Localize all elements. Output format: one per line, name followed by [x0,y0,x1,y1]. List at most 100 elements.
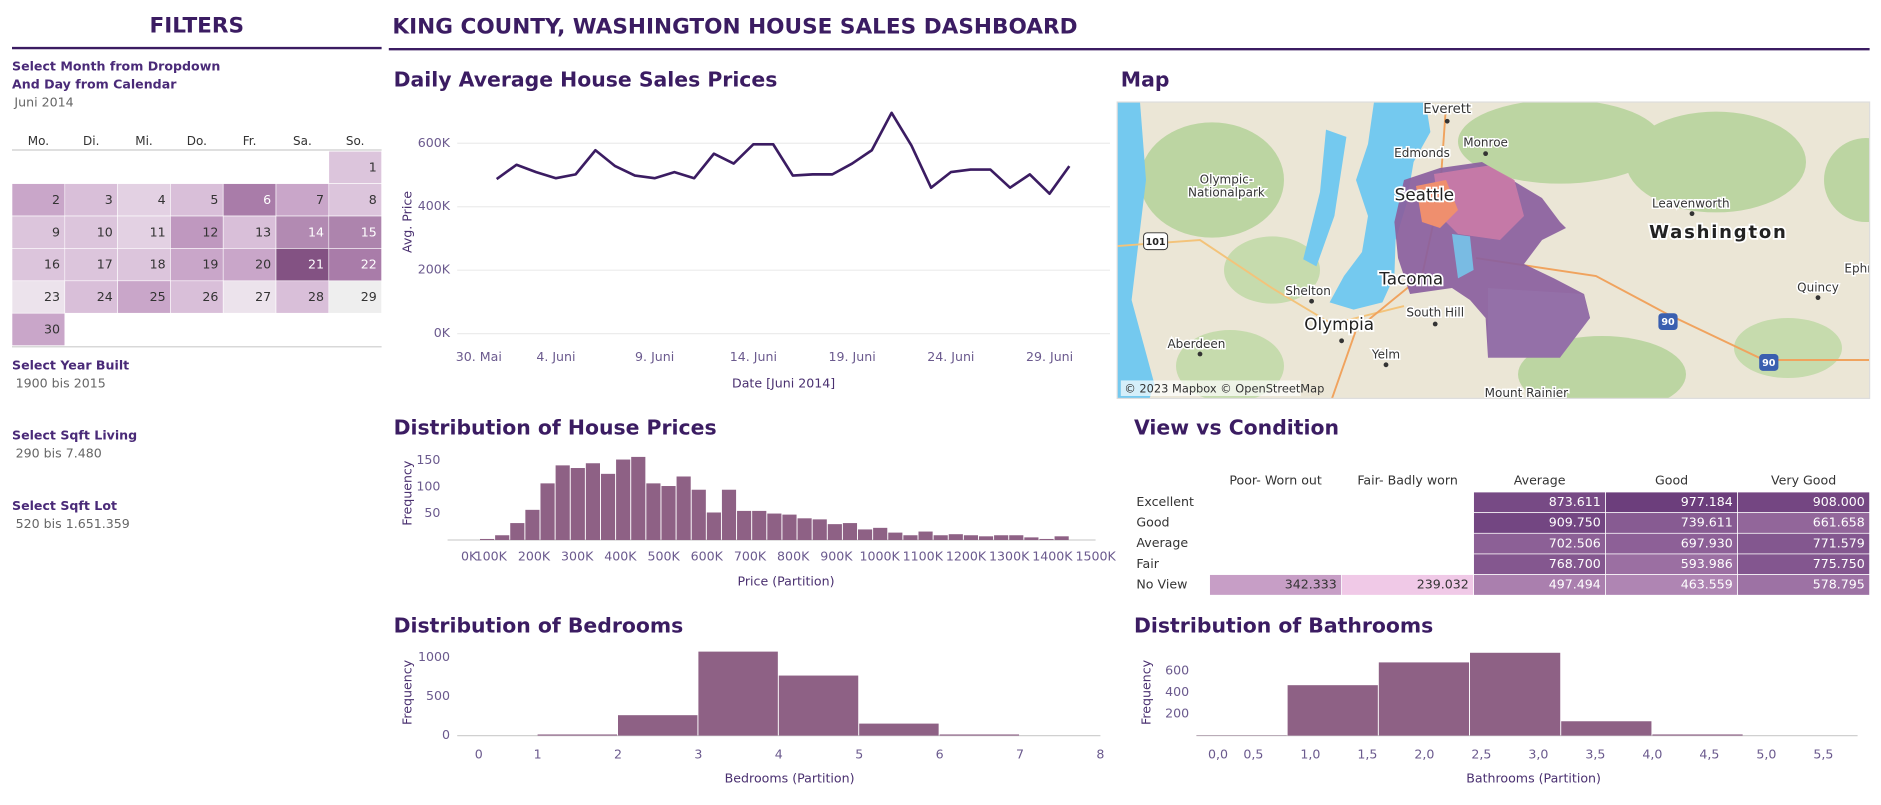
histogram-bar[interactable] [510,523,525,541]
calendar-day-label[interactable]: 29 [361,289,377,304]
histogram-bar[interactable] [778,675,859,736]
calendar-day-label[interactable]: 10 [97,224,113,239]
histogram-bar[interactable] [978,536,994,541]
calendar-day[interactable] [222,280,277,314]
calendar-day[interactable] [117,183,171,217]
calendar-day-label[interactable]: 3 [105,192,113,207]
histogram-bar[interactable] [797,518,812,541]
calendar-day-label[interactable]: 4 [158,192,166,207]
histogram-bar[interactable] [721,489,737,541]
histogram-bar[interactable] [585,463,600,541]
calendar-day[interactable] [11,215,66,249]
histogram-bar[interactable] [1024,537,1039,541]
calendar-day-label[interactable]: 9 [52,224,60,239]
calendar-day[interactable] [11,312,66,346]
calendar-day-label[interactable]: 1 [369,160,377,175]
heatmap-cell[interactable] [1737,574,1870,596]
calendar-day-label[interactable]: 12 [202,224,218,239]
histogram-bar[interactable] [918,531,933,541]
histogram-bar[interactable] [1652,734,1743,736]
calendar-day[interactable] [170,280,224,314]
map[interactable]: Everett Monroe Edmonds Olympic- National… [1117,100,1881,413]
histogram-bar[interactable] [1561,721,1652,736]
calendar-day-label[interactable]: 2 [52,192,60,207]
calendar-day-label[interactable]: 28 [308,289,324,304]
histogram-bar[interactable] [737,510,752,541]
calendar-day-label[interactable]: 20 [255,257,271,272]
calendar-day[interactable] [275,280,330,314]
histogram-bar[interactable] [767,513,782,541]
calendar-day[interactable] [328,183,382,217]
histogram-bar[interactable] [1470,652,1561,736]
calendar-day-label[interactable]: 27 [255,289,271,304]
filter-value[interactable]: 290 bis 7.480 [16,446,102,461]
histogram-bar[interactable] [948,534,963,541]
histogram-bar[interactable] [495,535,510,541]
calendar-day-label[interactable]: 7 [316,192,324,207]
histogram-bar[interactable] [631,456,646,541]
histogram-bar[interactable] [618,715,698,736]
calendar-day[interactable] [328,150,382,184]
histogram-bar[interactable] [676,476,691,541]
histogram-bar[interactable] [691,489,706,541]
calendar-day-label[interactable]: 6 [263,192,271,207]
calendar-day-label[interactable]: 16 [44,257,60,272]
calendar-day[interactable] [64,280,118,314]
calendar-day[interactable] [11,183,66,217]
histogram-bar[interactable] [616,459,631,541]
histogram-bar[interactable] [646,483,661,541]
histogram-bar[interactable] [525,509,540,541]
histogram-bar[interactable] [555,465,570,541]
calendar-day[interactable] [328,215,382,249]
calendar-day-label[interactable]: 15 [361,224,377,239]
histogram-bar[interactable] [939,734,1020,736]
calendar-day[interactable] [275,248,330,282]
calendar-day-label[interactable]: 25 [150,289,166,304]
filter-value[interactable]: 1900 bis 2015 [16,376,106,391]
histogram-bar[interactable] [827,524,842,541]
calendar-day-label[interactable]: 22 [361,257,377,272]
calendar-day[interactable] [222,215,277,249]
calendar-day[interactable] [222,248,277,282]
histogram-bar[interactable] [859,723,939,736]
calendar-day-label[interactable]: 18 [150,257,166,272]
histogram-bar[interactable] [661,486,676,541]
calendar-day[interactable] [117,248,171,282]
calendar-day-label[interactable]: 11 [150,224,166,239]
calendar-day[interactable] [11,248,66,282]
histogram-bar[interactable] [933,535,948,541]
histogram-bar[interactable] [782,514,797,541]
histogram-bar[interactable] [480,538,495,541]
histogram-bar[interactable] [873,527,888,541]
calendar-day[interactable] [170,183,224,217]
histogram-bar[interactable] [888,532,903,541]
histogram-bar[interactable] [963,535,978,541]
calendar-day[interactable] [117,280,171,314]
histogram-bar[interactable] [600,473,616,541]
calendar-day[interactable] [328,248,382,282]
month-dropdown[interactable]: Juni 2014 [13,95,73,110]
calendar-day[interactable] [328,280,382,314]
filter-value[interactable]: 520 bis 1.651.359 [16,516,130,531]
calendar-day-label[interactable]: 24 [97,289,113,304]
histogram-bar[interactable] [706,512,721,541]
histogram-bar[interactable] [1054,536,1069,541]
histogram-bar[interactable] [698,651,778,736]
calendar-day[interactable] [64,183,118,217]
map-attribution[interactable]: © 2023 Mapbox © OpenStreetMap [1124,381,1324,395]
histogram-bar[interactable] [540,483,555,541]
calendar-day[interactable] [11,280,66,314]
histogram-bar[interactable] [842,523,858,541]
histogram-bar[interactable] [1287,685,1378,736]
calendar-day-label[interactable]: 13 [255,224,271,239]
histogram-bar[interactable] [752,510,767,541]
histogram-bar[interactable] [994,535,1009,541]
calendar-day-label[interactable]: 23 [44,289,60,304]
calendar-day-label[interactable]: 8 [369,192,377,207]
calendar-day-label[interactable]: 21 [308,257,324,272]
calendar-day-label[interactable]: 26 [202,289,218,304]
calendar-day[interactable] [64,248,118,282]
calendar-day-label[interactable]: 19 [202,257,218,272]
histogram-bar[interactable] [858,529,873,541]
histogram-bar[interactable] [903,535,918,541]
